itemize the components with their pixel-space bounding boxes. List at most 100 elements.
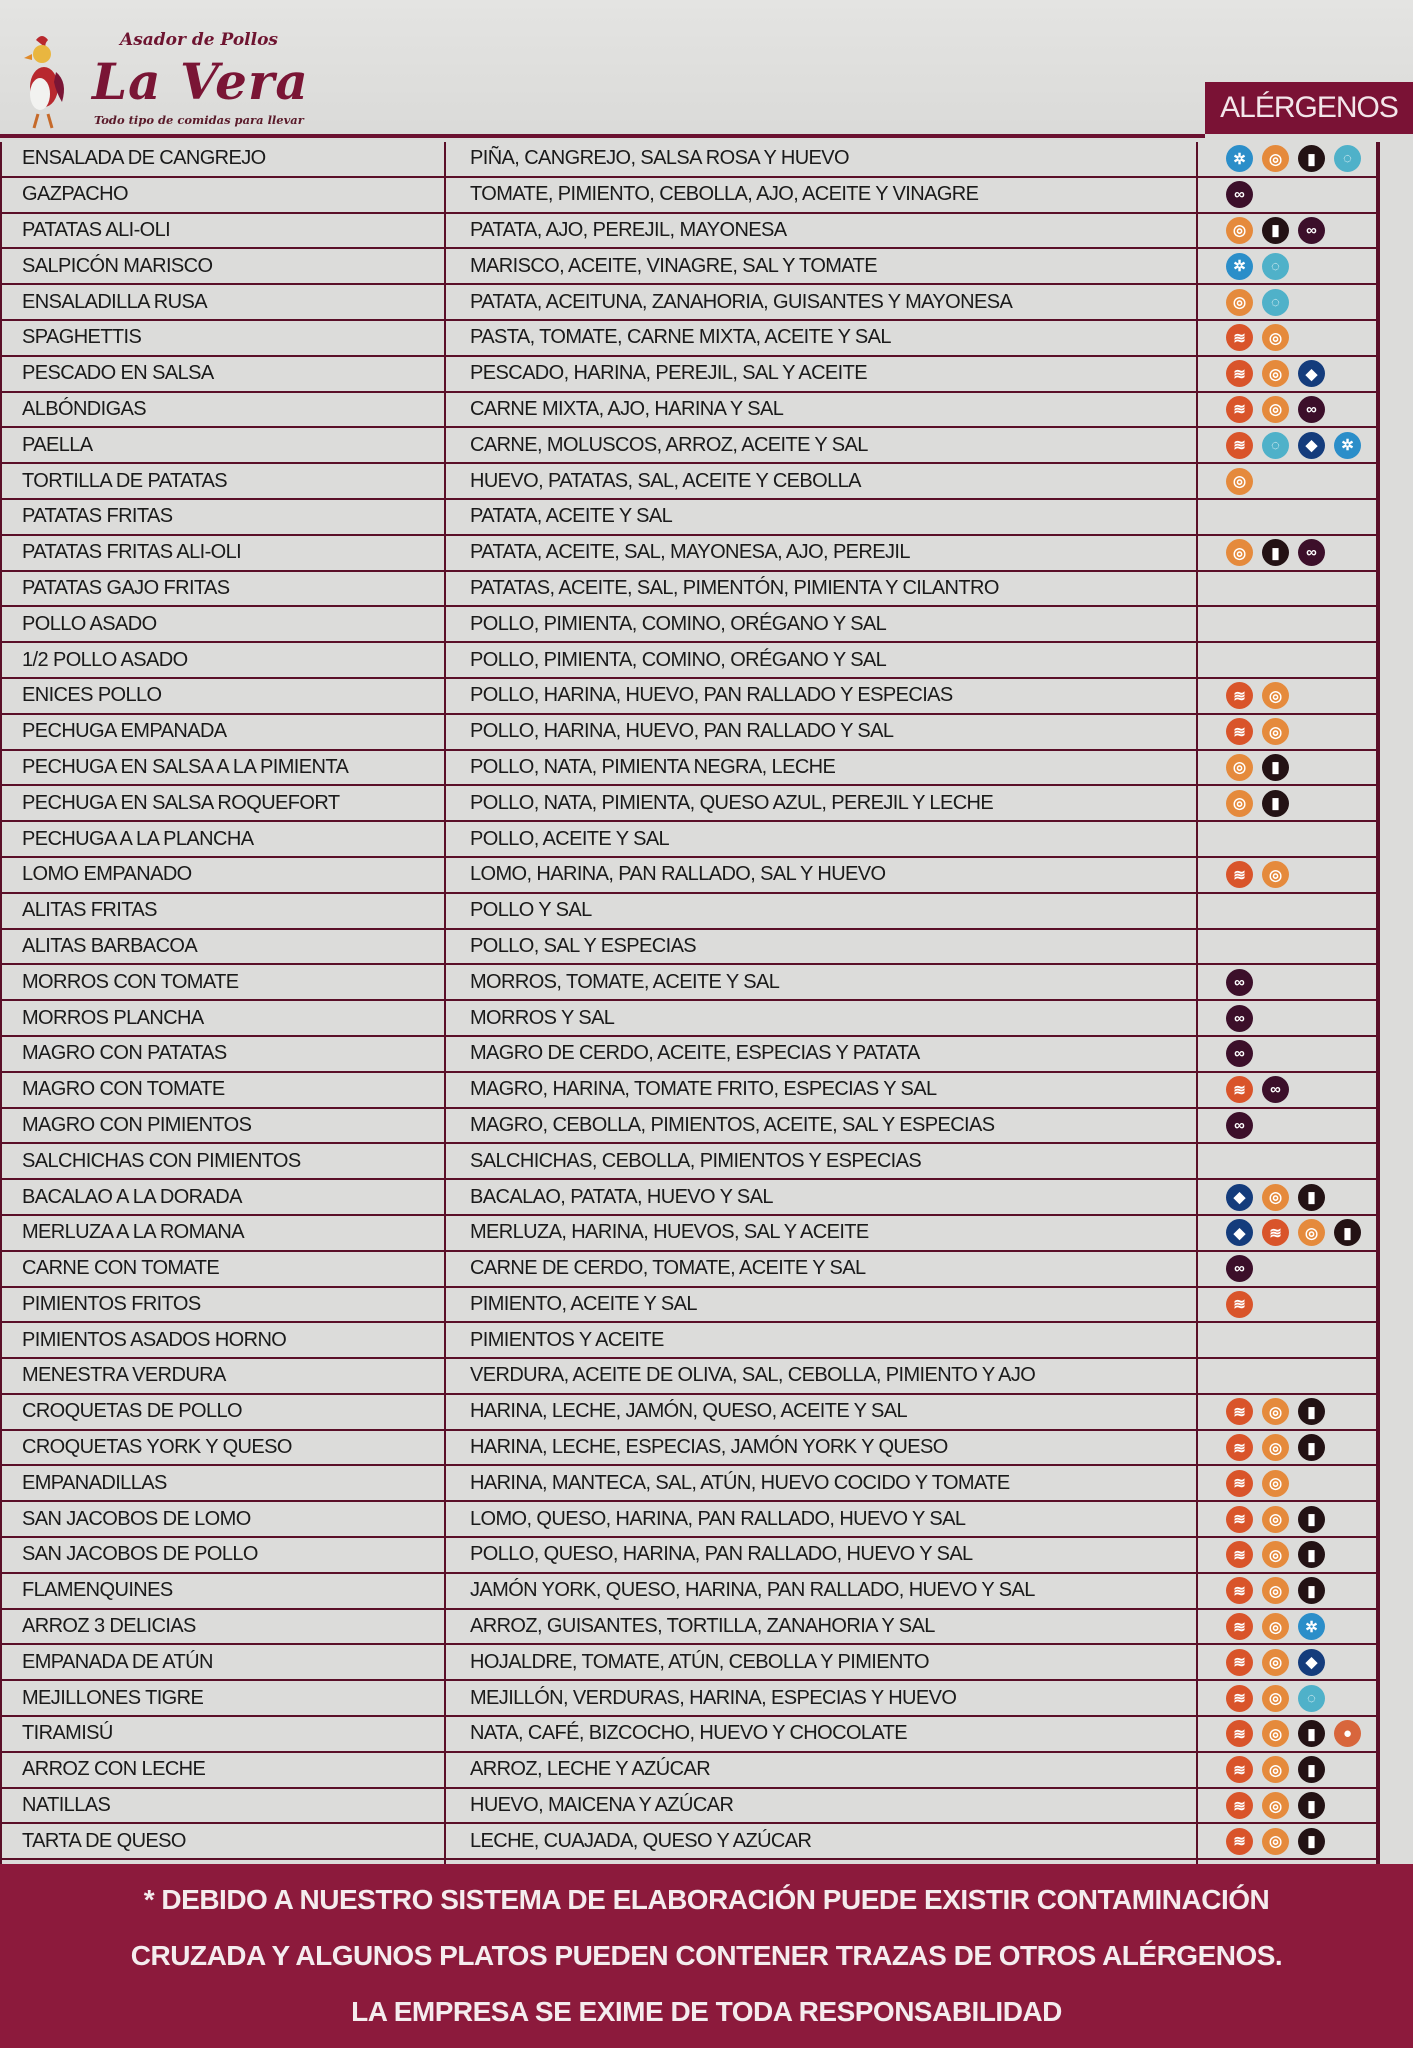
dish-name-cell: PECHUGA EMPANADA: [22, 715, 440, 749]
rooster-logo-icon: [24, 36, 64, 129]
table-row: PECHUGA A LA PLANCHA POLLO, ACEITE Y SAL: [0, 822, 1380, 858]
mollusc-shell-icon: ◌: [1334, 145, 1361, 173]
table-row: PATATAS FRITAS PATATA, ACEITE Y SAL: [0, 500, 1380, 536]
mollusc-shell-icon: ◌: [1262, 252, 1289, 280]
gluten-wheat-icon: ≋: [1226, 1577, 1253, 1605]
dish-name: SALCHICHAS CON PIMIENTOS: [22, 1149, 301, 1172]
ingredients-text: LOMO, HARINA, PAN RALLADO, SAL Y HUEVO: [470, 863, 886, 886]
dish-name-cell: SAN JACOBOS DE LOMO: [22, 1502, 440, 1536]
nuts-icon: ●: [1334, 1720, 1361, 1748]
ingredients-text: LECHE, CUAJADA, QUESO Y AZÚCAR: [470, 1829, 812, 1852]
allergens-cell: ≋ ◎: [1226, 1466, 1376, 1500]
egg-icon: ◎: [1262, 682, 1289, 710]
milk-jug-icon: ▮: [1298, 1756, 1325, 1784]
ingredients-cell: PATATA, ACEITUNA, ZANAHORIA, GUISANTES Y…: [470, 285, 1190, 319]
allergens-cell: ∞: [1226, 1109, 1376, 1143]
allergens-cell: ∞: [1226, 1001, 1376, 1035]
brand-tagline-top: Asador de Pollos: [120, 30, 278, 50]
ingredients-text: CARNE MIXTA, AJO, HARINA Y SAL: [470, 397, 784, 420]
dish-name-cell: ALBÓNDIGAS: [22, 393, 440, 427]
allergens-cell: ◆ ≋ ◎ ▮: [1226, 1216, 1376, 1250]
dish-name: TIRAMISÚ: [22, 1722, 113, 1745]
milk-jug-icon: ▮: [1262, 539, 1289, 567]
table-row: PATATAS ALI-OLI PATATA, AJO, PEREJIL, MAY…: [0, 214, 1380, 250]
dish-name: PATATAS GAJO FRITAS: [22, 576, 230, 599]
ingredients-text: PIMIENTO, ACEITE Y SAL: [470, 1292, 697, 1315]
ingredients-text: ARROZ, LECHE Y AZÚCAR: [470, 1758, 711, 1781]
egg-icon: ◎: [1226, 216, 1253, 244]
egg-icon: ◎: [1262, 1648, 1289, 1676]
egg-icon: ◎: [1262, 1684, 1289, 1712]
dish-name: NATILLAS: [22, 1794, 111, 1817]
mollusc-shell-icon: ◌: [1262, 431, 1289, 459]
dish-name-cell: LOMO EMPANADO: [22, 858, 440, 892]
ingredients-cell: LECHE, CUAJADA, QUESO Y AZÚCAR: [470, 1824, 1190, 1858]
crustacean-crab-icon: ✲: [1226, 145, 1253, 173]
dish-name-cell: SALCHICHAS CON PIMIENTOS: [22, 1144, 440, 1178]
allergens-cell: ∞: [1226, 1037, 1376, 1071]
dish-name: TARTA DE QUESO: [22, 1829, 186, 1852]
table-row: TARTA DE QUESO LECHE, CUAJADA, QUESO Y AZ…: [0, 1824, 1380, 1861]
table-row: CROQUETAS DE POLLO HARINA, LECHE, JAMÓN, …: [0, 1395, 1380, 1431]
table-row: GAZPACHO TOMATE, PIMIENTO, CEBOLLA, AJO, …: [0, 178, 1380, 214]
allergens-cell: ≋ ◎ ▮: [1226, 1789, 1376, 1823]
mollusc-shell-icon: ◌: [1298, 1684, 1325, 1712]
dish-name-cell: CROQUETAS DE POLLO: [22, 1395, 440, 1429]
dish-name: MAGRO CON PATATAS: [22, 1042, 227, 1065]
milk-jug-icon: ▮: [1262, 753, 1289, 781]
ingredients-text: MAGRO, CEBOLLA, PIMIENTOS, ACEITE, SAL Y…: [470, 1113, 995, 1136]
table-row: ALBÓNDIGAS CARNE MIXTA, AJO, HARINA Y SAL…: [0, 393, 1380, 429]
ingredients-text: POLLO, NATA, PIMIENTA NEGRA, LECHE: [470, 755, 836, 778]
table-row: BACALAO A LA DORADA BACALAO, PATATA, HUEV…: [0, 1180, 1380, 1216]
gluten-wheat-icon: ≋: [1226, 861, 1253, 889]
ingredients-cell: MERLUZA, HARINA, HUEVOS, SAL Y ACEITE: [470, 1216, 1190, 1250]
ingredients-cell: PIMIENTOS Y ACEITE: [470, 1323, 1190, 1357]
dish-name: ARROZ CON LECHE: [22, 1758, 206, 1781]
ingredients-cell: MEJILLÓN, VERDURAS, HARINA, ESPECIAS Y H…: [470, 1681, 1190, 1715]
ingredients-text: MAGRO, HARINA, TOMATE FRITO, ESPECIAS Y …: [470, 1078, 937, 1101]
allergens-cell: ≋ ◌ ◆ ✲: [1226, 428, 1376, 462]
sulphites-icon: ∞: [1298, 539, 1325, 567]
brand-subtitle: Todo tipo de comidas para llevar: [94, 113, 304, 127]
dish-name: EMPANADILLAS: [22, 1471, 167, 1494]
ingredients-text: POLLO, HARINA, HUEVO, PAN RALLADO Y ESPE…: [470, 684, 953, 707]
dish-name-cell: ARROZ 3 DELICIAS: [22, 1610, 440, 1644]
dish-name-cell: MEJILLONES TIGRE: [22, 1681, 440, 1715]
allergens-cell: ≋ ◎ ▮: [1226, 1538, 1376, 1572]
sulphites-icon: ∞: [1262, 1076, 1289, 1104]
egg-icon: ◎: [1262, 1434, 1289, 1462]
dish-name-cell: ALITAS BARBACOA: [22, 930, 440, 964]
dish-name-cell: ALITAS FRITAS: [22, 894, 440, 928]
ingredients-cell: PESCADO, HARINA, PEREJIL, SAL Y ACEITE: [470, 357, 1190, 391]
allergens-cell: ≋ ◎ ∞: [1226, 393, 1376, 427]
egg-icon: ◎: [1226, 288, 1253, 316]
table-row: NATILLAS HUEVO, MAICENA Y AZÚCAR ≋ ◎ ▮: [0, 1789, 1380, 1825]
ingredients-cell: MARISCO, ACEITE, VINAGRE, SAL Y TOMATE: [470, 249, 1190, 283]
sulphites-icon: ∞: [1298, 395, 1325, 423]
ingredients-cell: POLLO, QUESO, HARINA, PAN RALLADO, HUEVO…: [470, 1538, 1190, 1572]
ingredients-cell: HOJALDRE, TOMATE, ATÚN, CEBOLLA Y PIMIEN…: [470, 1645, 1190, 1679]
milk-jug-icon: ▮: [1262, 789, 1289, 817]
table-row: ALITAS FRITAS POLLO Y SAL: [0, 894, 1380, 930]
allergens-cell: ◎ ▮ ∞: [1226, 214, 1376, 248]
column-divider-name: [444, 142, 446, 1864]
egg-icon: ◎: [1262, 1505, 1289, 1533]
ingredients-text: POLLO, HARINA, HUEVO, PAN RALLADO Y SAL: [470, 720, 894, 743]
dish-name: ENSALADILLA RUSA: [22, 290, 208, 313]
dish-name: ALBÓNDIGAS: [22, 397, 147, 420]
sulphites-icon: ∞: [1226, 968, 1253, 996]
gluten-wheat-icon: ≋: [1226, 1505, 1253, 1533]
allergens-cell: ≋ ◎ ▮: [1226, 1824, 1376, 1858]
dish-name-cell: PECHUGA EN SALSA A LA PIMIENTA: [22, 751, 440, 785]
disclaimer-line-3: LA EMPRESA SE EXIME DE TODA RESPONSABILI…: [351, 1996, 1062, 2027]
ingredients-cell: VERDURA, ACEITE DE OLIVA, SAL, CEBOLLA, …: [470, 1359, 1190, 1393]
dish-name-cell: SALPICÓN MARISCO: [22, 249, 440, 283]
ingredients-cell: PATATAS, ACEITE, SAL, PIMENTÓN, PIMIENTA…: [470, 572, 1190, 606]
dish-name-cell: SAN JACOBOS DE POLLO: [22, 1538, 440, 1572]
dish-name-cell: MORROS CON TOMATE: [22, 965, 440, 999]
gluten-wheat-icon: ≋: [1226, 1541, 1253, 1569]
dish-name: ARROZ 3 DELICIAS: [22, 1615, 196, 1638]
egg-icon: ◎: [1262, 718, 1289, 746]
header-divider: [0, 134, 1205, 138]
dish-name: MAGRO CON PIMIENTOS: [22, 1113, 252, 1136]
